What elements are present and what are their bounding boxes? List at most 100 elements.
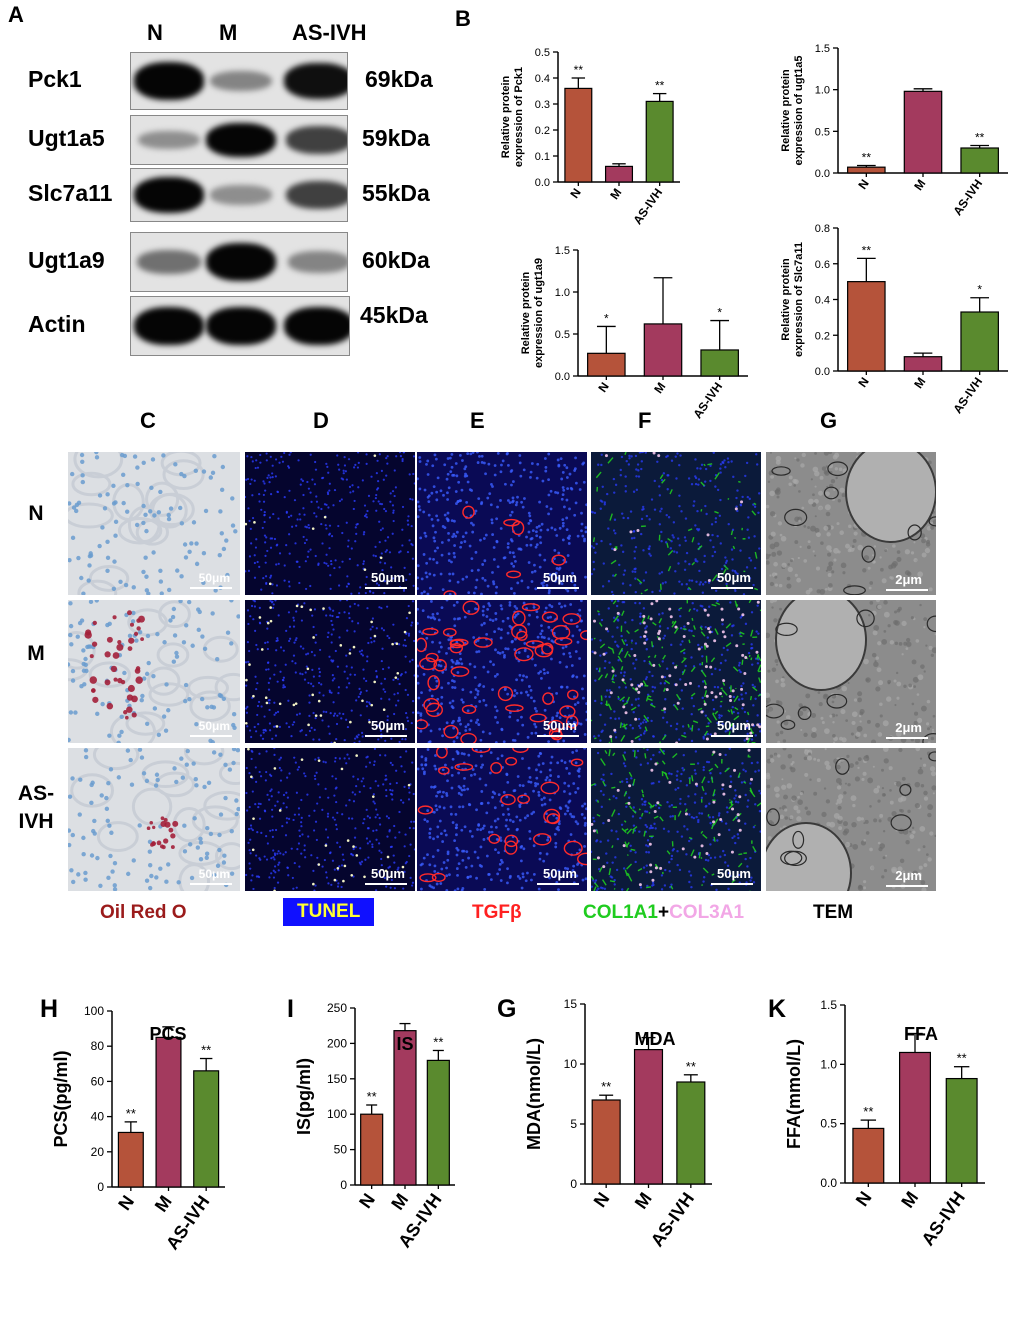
micrograph-c: 50μm xyxy=(68,600,240,743)
blot-lane-label: M xyxy=(219,20,238,45)
chart-title: FFA xyxy=(904,1024,938,1044)
micrograph-texture xyxy=(766,748,936,891)
chart-b1: 0.0 0.1 0.2 0.3 0.4 0.5 ** N M ** AS-IVH Relative p… xyxy=(500,47,680,227)
blot-protein-label: Pck1 xyxy=(28,66,82,92)
x-category-label: AS-IVH xyxy=(647,1189,698,1250)
y-tick-label: 1.0 xyxy=(820,1057,837,1071)
blot-band xyxy=(206,123,276,157)
y-tick-label: 15 xyxy=(564,997,578,1011)
x-category-label: M xyxy=(387,1190,412,1214)
blot-size-label: 55kDa xyxy=(362,180,430,206)
scale-bar-label: 50μm xyxy=(371,570,405,585)
micrograph-texture xyxy=(68,600,240,743)
blot-band xyxy=(206,242,276,282)
chart-b3: 0.0 0.5 1.0 1.5 * N M * AS-IVH Relative protein ex… xyxy=(520,245,748,421)
y-tick-label: 10 xyxy=(564,1057,578,1071)
panel-label-i: I xyxy=(287,995,294,1023)
bar-n xyxy=(117,1131,144,1188)
y-tick-label: 0.4 xyxy=(815,295,830,307)
blot-band xyxy=(206,306,276,346)
y-tick-label: 1.5 xyxy=(815,43,830,55)
micrograph-texture xyxy=(417,600,587,743)
y-tick-label: 20 xyxy=(91,1145,105,1159)
scale-bar xyxy=(711,735,753,737)
micrograph-g: 2μm xyxy=(766,452,936,595)
y-tick-label: 0.0 xyxy=(555,371,570,383)
y-tick-label: 0.3 xyxy=(535,99,550,111)
chart-b2: 0.0 0.5 1.0 1.5 ** N M ** AS-IVH Relative protein… xyxy=(780,43,1008,218)
blot-strip xyxy=(130,232,348,292)
y-tick-label: 0.5 xyxy=(555,329,570,341)
micrograph-g: 2μm xyxy=(766,748,936,891)
bar-m xyxy=(898,1051,931,1184)
scale-bar-label: 50μm xyxy=(717,570,751,585)
histology-row-label: N xyxy=(28,502,44,525)
x-category-label: M xyxy=(911,375,928,391)
significance-label: ** xyxy=(574,63,584,77)
stain-label-part: COL3A1 xyxy=(669,902,745,923)
micrograph-texture xyxy=(766,452,936,595)
x-category-label: M xyxy=(651,380,668,396)
y-tick-label: 0.0 xyxy=(535,177,550,189)
x-category-label: N xyxy=(114,1192,138,1214)
y-tick-label: 1.0 xyxy=(555,287,570,299)
micrograph-texture xyxy=(417,748,587,891)
micrograph-e: 50μm xyxy=(417,600,587,743)
panel-label-g2: G xyxy=(497,995,517,1023)
bar-n xyxy=(591,1099,621,1185)
x-category-label: N xyxy=(355,1190,379,1212)
y-tick-label: 0.0 xyxy=(820,1176,837,1190)
scale-bar xyxy=(365,735,407,737)
micrograph-e: 50μm xyxy=(417,452,587,595)
significance-label: ** xyxy=(655,79,665,93)
significance-label: * xyxy=(604,311,609,325)
blot-band xyxy=(284,63,347,99)
y-tick-label: 0 xyxy=(570,1177,577,1191)
chart-title: IS xyxy=(396,1034,413,1054)
micrograph-texture xyxy=(245,600,415,743)
y-tick-label: 0.2 xyxy=(815,330,830,342)
significance-label: ** xyxy=(862,151,872,165)
micrograph-g: 2μm xyxy=(766,600,936,743)
micrograph-c: 50μm xyxy=(68,452,240,595)
y-axis-label: Relative protein xyxy=(780,258,792,341)
significance-label: ** xyxy=(201,1043,211,1058)
significance-label: ** xyxy=(367,1089,377,1104)
scale-bar-label: 50μm xyxy=(717,866,751,881)
bar-n xyxy=(360,1113,384,1186)
blot-strip xyxy=(130,115,348,165)
scale-bar-label: 2μm xyxy=(895,868,922,883)
x-category-label: M xyxy=(607,186,624,202)
blot-band xyxy=(138,130,200,150)
x-category-label: AS-IVH xyxy=(950,177,985,218)
y-axis-label: PCS(pg/ml) xyxy=(51,1050,71,1147)
bar-n xyxy=(564,87,593,183)
scale-bar xyxy=(365,883,407,885)
y-tick-label: 0.0 xyxy=(815,168,830,180)
scale-bar xyxy=(886,589,928,591)
y-tick-label: 40 xyxy=(91,1110,105,1124)
stain-label: TGFβ xyxy=(472,902,522,923)
blot-band xyxy=(134,62,204,100)
scale-bar-label: 50μm xyxy=(717,718,751,733)
x-category-label: AS-IVH xyxy=(918,1188,969,1249)
stain-label: COL1A1+COL3A1 xyxy=(583,902,744,924)
x-category-label: AS-IVH xyxy=(630,186,665,227)
blot-band xyxy=(134,306,204,346)
bar-m xyxy=(903,90,943,174)
panel-label-b: B xyxy=(455,6,471,31)
panel-label-h: H xyxy=(40,995,59,1023)
x-category-label: N xyxy=(590,1189,614,1211)
x-category-label: N xyxy=(852,1188,876,1210)
x-category-label: M xyxy=(911,177,928,193)
chart-g2: 0 5 10 15 ** N M ** AS-IVH MDA(nmol/L) MDA xyxy=(524,997,712,1250)
blot-strip xyxy=(130,168,348,222)
micrograph-texture xyxy=(68,452,238,595)
blot-lane-label: AS-IVH xyxy=(292,20,367,45)
blot-strip xyxy=(130,52,348,110)
blot-protein-label: Ugt1a9 xyxy=(28,247,105,273)
y-tick-label: 1.5 xyxy=(820,998,837,1012)
micrograph-texture xyxy=(245,748,415,891)
significance-label: ** xyxy=(863,1104,873,1119)
